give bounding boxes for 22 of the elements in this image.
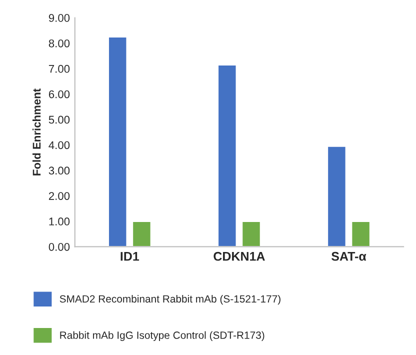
y-tick-label: 8.00	[48, 39, 70, 48]
y-tick-label: 2.00	[48, 192, 70, 200]
y-axis-title: Fold Enrichment	[32, 88, 41, 176]
y-tick-label: 3.00	[48, 166, 70, 175]
bar	[132, 220, 152, 247]
bar	[326, 146, 347, 247]
bar	[241, 220, 262, 247]
y-tick-label: 4.00	[48, 141, 70, 150]
y-tick-label: 9.00	[48, 14, 70, 22]
y-tick-label: 6.00	[48, 90, 70, 98]
y-tick-label: 1.00	[49, 218, 70, 226]
bar	[350, 220, 371, 247]
bar	[108, 36, 128, 247]
x-tick-label: SAT-α	[331, 252, 366, 261]
x-tick-label: ID1	[120, 252, 140, 261]
x-tick-label: CDKN1A	[214, 252, 265, 261]
y-tick-label: 5.00	[48, 116, 70, 124]
y-tick-label: 7.00	[48, 64, 70, 73]
bar	[217, 64, 238, 247]
legend-label: Rabbit mAb IgG Isotype Control (SDT-R173)	[60, 331, 264, 341]
legend-label: SMAD2 Recombinant Rabbit mAb (S-1521-177)	[60, 294, 280, 305]
y-tick-label: 0.00	[48, 242, 70, 251]
